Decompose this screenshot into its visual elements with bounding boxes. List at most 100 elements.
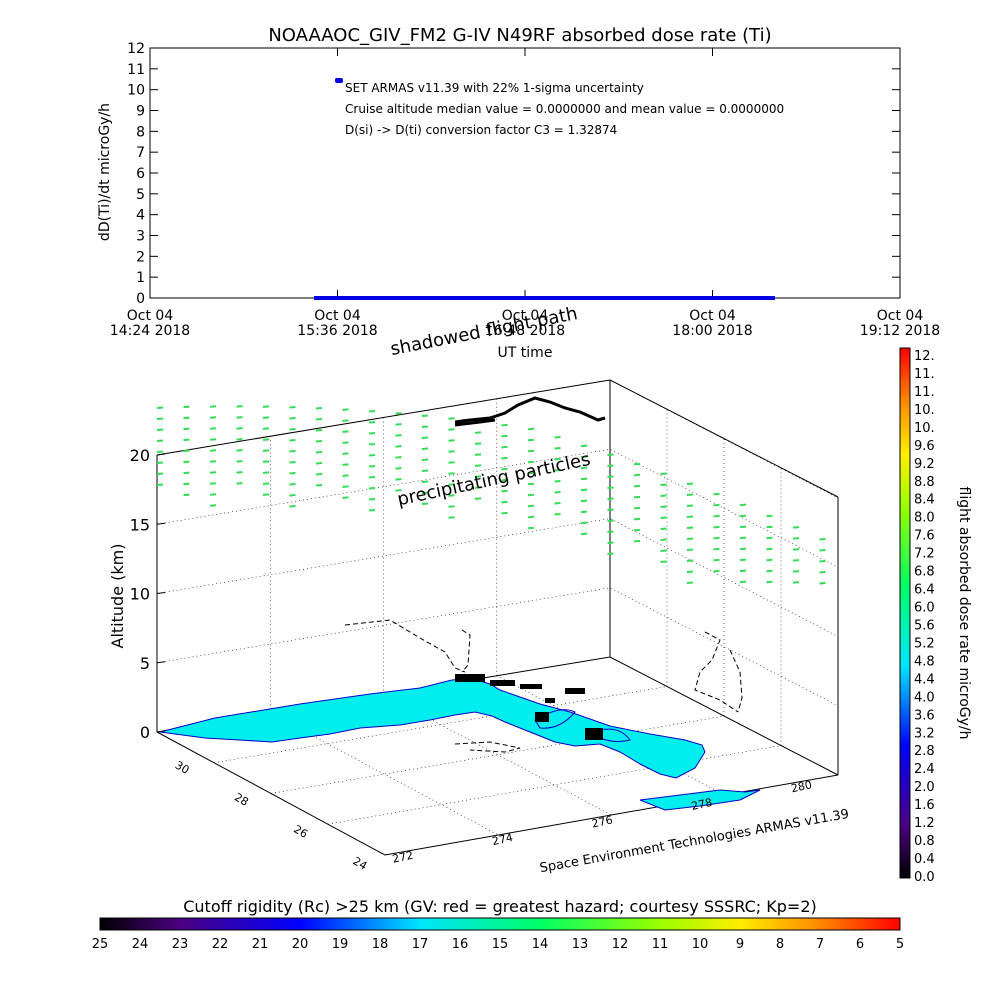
particle-mark (315, 450, 323, 454)
particle-mark (289, 417, 296, 420)
particle-mark (262, 482, 270, 485)
credit-label: Space Environment Technologies ARMAS v11… (539, 807, 851, 876)
ground-flight-path (455, 674, 603, 740)
particle-mark (713, 536, 720, 540)
particle-mark (501, 467, 508, 471)
particle-mark (527, 427, 535, 431)
particle-mark (448, 417, 455, 420)
rigidity-colorbar-tick: 12 (612, 937, 629, 952)
xtick-label-time: 15:36 2018 (297, 323, 377, 339)
particle-mark (607, 519, 614, 523)
particle-mark (607, 552, 614, 556)
grid-line-z (156, 448, 839, 568)
particle-mark (766, 558, 773, 562)
rigidity-colorbar-tick: 5 (896, 937, 904, 952)
particle-mark (713, 525, 720, 529)
particle-mark (633, 462, 641, 466)
ztick-label: 0 (140, 723, 150, 742)
ytick-label: 3 (136, 229, 145, 245)
particle-mark (792, 537, 800, 540)
particle-mark (474, 442, 482, 445)
particle-mark (633, 539, 641, 543)
dose-colorbar-tick: 4.0 (914, 690, 935, 705)
particle-mark (421, 425, 429, 428)
particle-mark (686, 515, 694, 518)
particle-mark (368, 454, 376, 457)
particle-mark (580, 499, 588, 503)
dose-colorbar-tick: 6.8 (914, 565, 935, 580)
particle-mark (262, 416, 270, 419)
particle-mark (474, 464, 482, 467)
particle-mark (739, 514, 747, 518)
particle-mark (607, 475, 614, 479)
particle-mark (713, 514, 720, 518)
particle-mark (448, 428, 455, 431)
xtick-label-date: Oct 04 (877, 308, 924, 324)
particle-mark (395, 445, 402, 448)
lon-tick-label: 280 (790, 778, 813, 795)
rigidity-colorbar-tick: 18 (372, 937, 389, 952)
xtick-label-time: 18:00 2018 (672, 323, 752, 339)
dose-colorbar-label: flight absorbed dose rate microGy/h (956, 487, 972, 740)
particle-mark (686, 581, 694, 584)
particle-mark (421, 469, 429, 472)
particle-mark (395, 467, 402, 470)
rigidity-colorbar-gradient (99, 917, 901, 931)
particle-mark (792, 570, 800, 573)
particle-mark (739, 569, 747, 573)
particle-mark (395, 423, 402, 426)
annotation-line-1: SET ARMAS v11.39 with 22% 1-sigma uncert… (345, 81, 644, 95)
rigidity-colorbar-tick: 6 (856, 937, 864, 952)
particle-mark (395, 478, 402, 481)
particle-mark (554, 513, 561, 516)
particle-mark (607, 453, 614, 457)
ytick-label: 8 (136, 124, 145, 140)
particle-mark (209, 438, 217, 441)
particle-mark (527, 449, 535, 453)
particle-mark (580, 466, 588, 470)
rigidity-colorbar-title: Cutoff rigidity (Rc) >25 km (GV: red = g… (183, 897, 817, 916)
particle-mark (686, 537, 694, 540)
lat-tick-label: 26 (291, 823, 310, 841)
particle-mark (527, 438, 535, 442)
particle-mark (607, 486, 614, 490)
particle-mark (183, 438, 190, 442)
particle-mark (368, 421, 376, 424)
particle-mark (448, 461, 455, 464)
altitude-axis-label: Altitude (km) (108, 544, 127, 649)
particle-mark (633, 528, 641, 532)
particle-mark (448, 450, 455, 453)
dose-colorbar-tick: 9.6 (914, 439, 935, 454)
particle-mark (819, 571, 826, 574)
particle-mark (686, 526, 694, 529)
particle-mark (501, 423, 508, 427)
particle-mark (766, 580, 773, 584)
particle-mark (289, 494, 296, 497)
annotation-line-3: D(si) -> D(ti) conversion factor C3 = 1.… (345, 123, 617, 137)
xtick-label-date: Oct 04 (314, 308, 361, 324)
ytick-label: 10 (127, 83, 145, 99)
grid-line-floor (327, 745, 782, 825)
particle-mark (262, 438, 270, 441)
particle-mark (209, 416, 217, 419)
particle-mark (501, 445, 508, 449)
dose-colorbar-tick: 7.2 (914, 547, 935, 562)
ytick-label: 5 (136, 187, 145, 203)
lat-tick-label: 30 (173, 759, 192, 777)
particle-mark (183, 427, 190, 431)
particle-mark (739, 525, 747, 529)
particle-mark (766, 569, 773, 573)
particle-mark (554, 458, 561, 461)
dose-colorbar-tick: 10. (914, 403, 935, 418)
particle-mark (686, 504, 694, 507)
particle-mark (607, 508, 614, 512)
particle-mark (421, 447, 429, 450)
particle-mark (368, 410, 376, 413)
particle-mark (580, 510, 588, 514)
particle-mark (262, 449, 270, 452)
rigidity-colorbar-tick: 19 (332, 937, 349, 952)
particle-mark (315, 406, 323, 410)
particle-mark (156, 406, 164, 409)
